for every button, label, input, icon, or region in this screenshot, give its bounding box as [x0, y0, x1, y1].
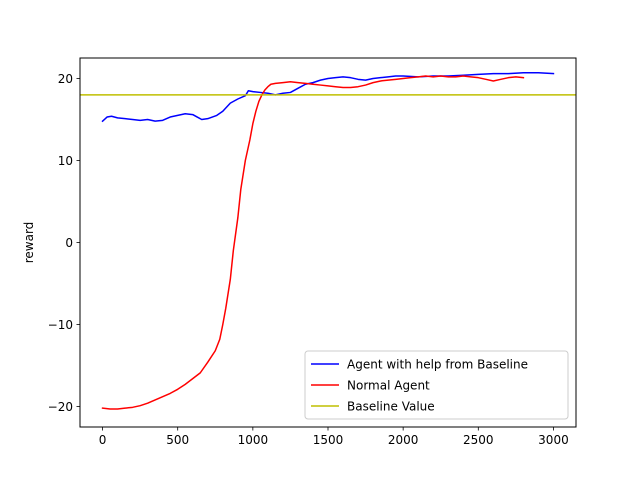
y-tick-label: 20 [58, 72, 73, 86]
x-tick-label: 2000 [388, 433, 419, 447]
x-tick-label: 2500 [463, 433, 494, 447]
x-tick-label: 3000 [538, 433, 569, 447]
y-axis-label: reward [22, 222, 36, 264]
legend-label-agent-with-help-from-baseline: Agent with help from Baseline [347, 358, 528, 372]
series-line-normal-agent [101, 75, 525, 410]
axis-layer: 0 500 1000 1500 2000 2500 3000 −20 −10 0 10 20 [48, 72, 569, 447]
legend-label-baseline-value: Baseline Value [347, 400, 435, 414]
x-tick-label: 1000 [238, 433, 269, 447]
y-tick-label: −20 [48, 400, 73, 414]
legend-label-normal-agent: Normal Agent [347, 379, 430, 393]
y-tick-label: 10 [58, 154, 73, 168]
y-tick-label: −10 [48, 318, 73, 332]
y-tick-label: 0 [65, 236, 73, 250]
x-tick-label: 500 [166, 433, 189, 447]
legend: Agent with help from Baseline Normal Agen… [304, 350, 569, 420]
x-tick-label: 0 [99, 433, 107, 447]
legend-box [304, 350, 569, 420]
series-layer [80, 72, 576, 410]
x-tick-label: 1500 [313, 433, 344, 447]
